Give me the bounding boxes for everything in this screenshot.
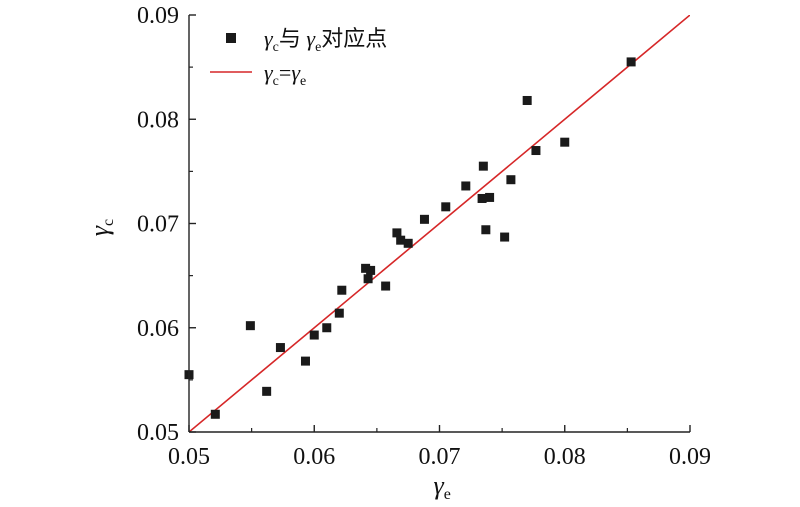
data-point: [626, 57, 636, 67]
data-point: [322, 323, 332, 333]
x-axis-title-subscript: e: [444, 486, 451, 503]
data-point: [478, 161, 488, 171]
data-point: [275, 343, 285, 353]
y-tick-label: 0.05: [137, 420, 179, 446]
data-point: [522, 95, 532, 105]
x-tick-label: 0.08: [544, 444, 586, 470]
legend-label-part: γ: [291, 60, 301, 85]
y-axis-title: γc: [85, 219, 117, 236]
legend-label-subscript: c: [273, 40, 279, 55]
data-point: [531, 146, 541, 156]
data-point: [560, 137, 570, 147]
legend-label-part: =: [279, 60, 291, 85]
data-point: [461, 181, 471, 191]
data-point: [366, 265, 376, 275]
data-point: [419, 214, 429, 224]
data-point: [309, 330, 319, 340]
legend-label: γc=γe: [264, 60, 306, 89]
data-point: [403, 238, 413, 248]
legend-label: γc与 γe对应点: [264, 26, 387, 55]
data-point: [381, 281, 391, 291]
legend-item: γc=γe: [210, 60, 306, 89]
data-point: [481, 225, 491, 235]
data-point: [441, 202, 451, 212]
x-tick-label: 0.06: [293, 444, 335, 470]
axes: 0.05 0.06 0.07 0.08 0.09 0.05 0.06 0.07 0.08 0.09…: [85, 3, 711, 503]
data-point: [477, 193, 487, 203]
legend-item: γc与 γe对应点: [226, 26, 387, 55]
data-point: [500, 232, 510, 242]
data-point: [485, 192, 495, 202]
plot-area: [184, 15, 690, 432]
y-tick-label: 0.07: [137, 212, 179, 238]
x-axis-title-symbol: γ: [434, 471, 445, 500]
data-point: [262, 386, 272, 396]
legend-label-part: 对应点: [321, 26, 387, 51]
x-axis-title: γe: [434, 471, 451, 503]
data-point: [396, 235, 406, 245]
data-point: [506, 175, 516, 185]
data-point: [300, 356, 310, 366]
data-point: [245, 321, 255, 331]
data-point: [210, 409, 220, 419]
data-point: [334, 308, 344, 318]
x-tick-label: 0.05: [168, 444, 210, 470]
plot-inner: [189, 15, 690, 432]
legend-label-part: γ: [306, 26, 316, 51]
y-axis-title-subscript: c: [100, 219, 117, 226]
reference-line: [189, 15, 690, 432]
y-tick-label: 0.09: [137, 3, 179, 29]
legend-label-subscript: c: [273, 74, 279, 89]
data-point: [363, 274, 373, 284]
x-tick-label: 0.09: [669, 444, 711, 470]
legend-label-part: 与: [279, 26, 307, 51]
y-axis-title-symbol: γ: [85, 225, 114, 236]
legend-label-subscript: e: [315, 40, 321, 55]
data-point: [361, 263, 371, 273]
data-point: [337, 285, 347, 295]
y-tick-label: 0.08: [137, 107, 179, 133]
legend-label-subscript: e: [300, 74, 306, 89]
legend-label-part: γ: [264, 60, 274, 85]
legend-label-part: γ: [264, 26, 274, 51]
legend-marker-square: [226, 33, 236, 43]
data-point: [392, 228, 402, 238]
y-tick-label: 0.06: [137, 316, 179, 342]
x-tick-label: 0.07: [419, 444, 461, 470]
